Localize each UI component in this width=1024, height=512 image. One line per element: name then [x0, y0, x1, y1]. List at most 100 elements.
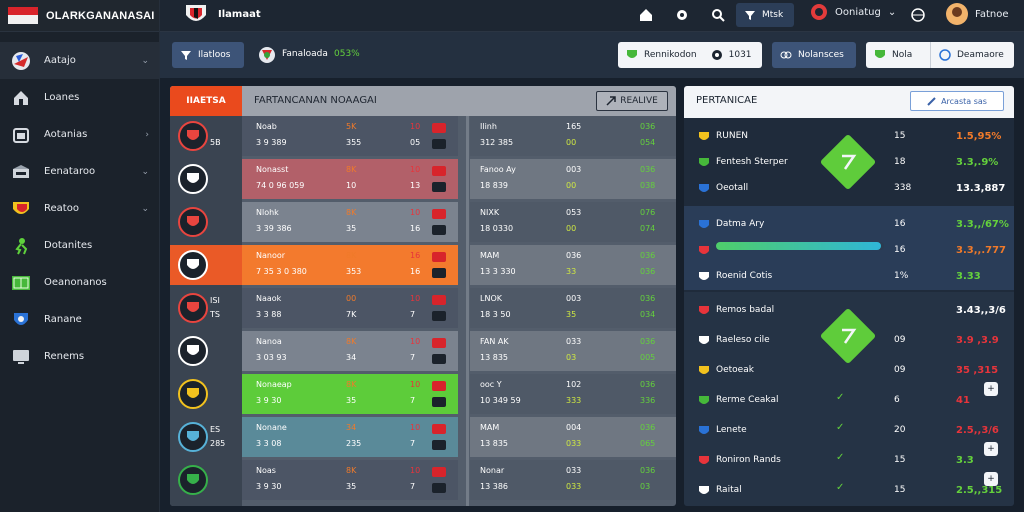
status-chip [432, 182, 446, 192]
odds-cell[interactable]: NIXK 18 0330 053 00 076 074 [470, 202, 676, 242]
standing-row[interactable]: Roniron Rands 15 3.3 [684, 444, 1014, 478]
away-score: 10 [410, 380, 421, 389]
standing-row[interactable]: Oetoeak 09 35 ,315 [684, 354, 1014, 388]
opponent-name: ooc Y [480, 380, 502, 389]
team-crest-icon [178, 465, 208, 495]
nolansces-pill[interactable]: Nolansces [772, 42, 856, 68]
standing-row[interactable]: Lenete 20 2.5,,3/6 [684, 414, 1014, 448]
brand[interactable]: OLARKGANANASAI [0, 0, 159, 32]
match-band[interactable]: Nonasst 74 0 96 059 8K 10 10 13 [242, 159, 458, 199]
standing-row[interactable]: 16 3.3,,.777 [684, 234, 1014, 268]
match-band[interactable]: Nonaeap 3 9 30 8K 35 10 7 [242, 374, 458, 414]
standing-row[interactable]: Remos badal 3.43,,3/6 [684, 294, 1014, 328]
odds-cell[interactable]: ooc Y 10 349 59 102 333 036 336 [470, 374, 676, 414]
sidebar-item-aotanias[interactable]: Aotanias › [0, 116, 159, 153]
odds-cell[interactable]: LNOK 18 3 50 003 35 036 034 [470, 288, 676, 328]
team-stats: 3 39 386 [256, 224, 292, 233]
odds-cell[interactable]: Nonar 13 386 033 033 036 03 [470, 460, 676, 500]
deamaore-pill[interactable]: Deamaore [930, 42, 1014, 68]
nola-pill[interactable]: Nola [866, 42, 930, 68]
table-row[interactable]: Nlohk 3 39 386 8K 35 10 16 NIXK 18 0330 053 00 076… [170, 202, 676, 242]
user-menu[interactable]: Ooniatug ⌄ [810, 3, 896, 21]
odds-change: 036 [640, 337, 656, 346]
match-band[interactable]: Nanoor 7 35 3 0 380 8K 353 16 16 [242, 245, 458, 285]
matches-played: 1% [894, 271, 909, 281]
odds-sub: 03 [566, 353, 577, 362]
rennikodon-pill[interactable]: Rennikodon 1031 [618, 42, 762, 68]
standing-row[interactable]: Raital 15 2.5,,315 [684, 474, 1014, 506]
record-icon [811, 4, 827, 20]
team-crest-icon [178, 250, 208, 280]
progress-track [716, 242, 884, 250]
table-row[interactable]: Nonasst 74 0 96 059 8K 10 10 13 Fanoo Ay 18 839… [170, 159, 676, 199]
standing-row[interactable]: Oeotall 338 13.3,887 [684, 172, 1014, 206]
profile-menu[interactable]: Fatnoe [946, 3, 1009, 25]
table-row[interactable]: Noas 3 9 30 8K 35 10 7 Nonar 13 386 033 033 036 03 [170, 460, 676, 500]
search-icon[interactable] [710, 7, 726, 23]
tab-ilatloos[interactable]: Ilatloos [172, 42, 244, 68]
away-sub: 7 [410, 439, 416, 448]
match-band[interactable]: Noab 3 9 389 5K 355 10 05 [242, 116, 458, 156]
table-row[interactable]: Nonaeap 3 9 30 8K 35 10 7 ooc Y 10 349 59 102 333… [170, 374, 676, 414]
home-sub: 35 [346, 482, 357, 491]
table-row[interactable]: ES 285 Nonane 3 3 08 34 235 10 7 MAM 13 835 004 033… [170, 417, 676, 457]
team-crest-icon [178, 422, 208, 452]
brand-name: OLARKGANANASAI [46, 9, 155, 22]
odds-cell[interactable]: MAM 13 3 330 036 33 036 036 [470, 245, 676, 285]
status-chip [432, 381, 446, 391]
standing-row[interactable]: Roenid Cotis 1% 3.33 [684, 260, 1014, 294]
match-band[interactable]: Nanoa 3 03 93 8K 34 10 7 [242, 331, 458, 371]
club-logo-icon[interactable] [184, 3, 208, 27]
search-button[interactable]: Mtsk [736, 3, 794, 27]
add-button[interactable]: + [984, 442, 998, 456]
match-band[interactable]: Naaok 3 3 88 00 7K 10 7 [242, 288, 458, 328]
opponent-stats: 10 349 59 [480, 396, 521, 405]
filter-icon [181, 51, 191, 60]
team-crest-icon [178, 207, 208, 237]
standing-row[interactable]: Raeleso cile 09 3.9 ,3.9 [684, 324, 1014, 358]
match-band[interactable]: Noas 3 9 30 8K 35 10 7 [242, 460, 458, 500]
team-name: Remos badal [716, 305, 775, 315]
team-badge-icon [698, 131, 710, 143]
sidebar-item-renems[interactable]: Renems [0, 338, 159, 375]
filter-icon [745, 11, 755, 20]
standing-row[interactable]: Rerme Ceakal 6 41 [684, 384, 1014, 418]
realive-button[interactable]: REALIVE [596, 91, 668, 111]
table-row[interactable]: ISI TS Naaok 3 3 88 00 7K 10 7 LNOK 18 3 50 003 35 0… [170, 288, 676, 328]
standing-row[interactable]: Fentesh Sterper 18 3.3,.9% [684, 146, 1014, 180]
table-row[interactable]: Nanoor 7 35 3 0 380 8K 353 16 16 MAM 13 3 330 03… [170, 245, 676, 285]
home-score: 8K [346, 466, 357, 475]
odds-value: 004 [566, 423, 582, 432]
odds-change-sub: 03 [640, 482, 651, 491]
standing-row[interactable]: Datma Ary 16 3.3,,/67% [684, 208, 1014, 242]
sidebar-item-eenataroo[interactable]: Eenataroo ⌄ [0, 153, 159, 190]
sidebar-item-reatoo[interactable]: Reatoo ⌄ [0, 190, 159, 227]
add-button[interactable]: + [984, 472, 998, 486]
odds-cell[interactable]: FAN AK 13 835 033 03 036 005 [470, 331, 676, 371]
chart-arrow-icon [820, 308, 876, 364]
table-row[interactable]: 5B Noab 3 9 389 5K 355 10 05 Ilinh 312 385 165 00 0… [170, 116, 676, 156]
matches-played: 15 [894, 485, 906, 495]
sidebar-item-aatajo[interactable]: Aatajo ⌄ [0, 42, 159, 79]
settings-icon[interactable] [674, 7, 690, 23]
points-value: 2.5,,3/6 [956, 425, 999, 436]
standing-row[interactable]: RUNEN 15 1.5,95% [684, 120, 1014, 154]
team-badge-icon [698, 455, 710, 467]
table-row[interactable]: Nanoa 3 03 93 8K 34 10 7 FAN AK 13 835 033 03 036 0… [170, 331, 676, 371]
add-button[interactable]: + [984, 382, 998, 396]
status-chip [432, 424, 446, 434]
odds-cell[interactable]: Ilinh 312 385 165 00 036 054 [470, 116, 676, 156]
panel-action-button[interactable]: Arcasta sas [910, 91, 1004, 111]
globe-icon[interactable] [910, 7, 926, 23]
sidebar-item-oeanonanos[interactable]: Oeanonanos [0, 264, 159, 301]
sidebar-item-ranane[interactable]: Ranane [0, 301, 159, 338]
home-icon[interactable] [638, 7, 654, 23]
sidebar-item-dotanites[interactable]: Dotanites [0, 227, 159, 264]
sidebar-item-loanes[interactable]: Loanes [0, 79, 159, 116]
matches-played: 6 [894, 395, 900, 405]
match-band[interactable]: Nlohk 3 39 386 8K 35 10 16 [242, 202, 458, 242]
odds-cell[interactable]: MAM 13 835 004 033 036 065 [470, 417, 676, 457]
world-cup-ball-icon [10, 51, 32, 71]
match-band[interactable]: Nonane 3 3 08 34 235 10 7 [242, 417, 458, 457]
odds-cell[interactable]: Fanoo Ay 18 839 003 00 036 038 [470, 159, 676, 199]
